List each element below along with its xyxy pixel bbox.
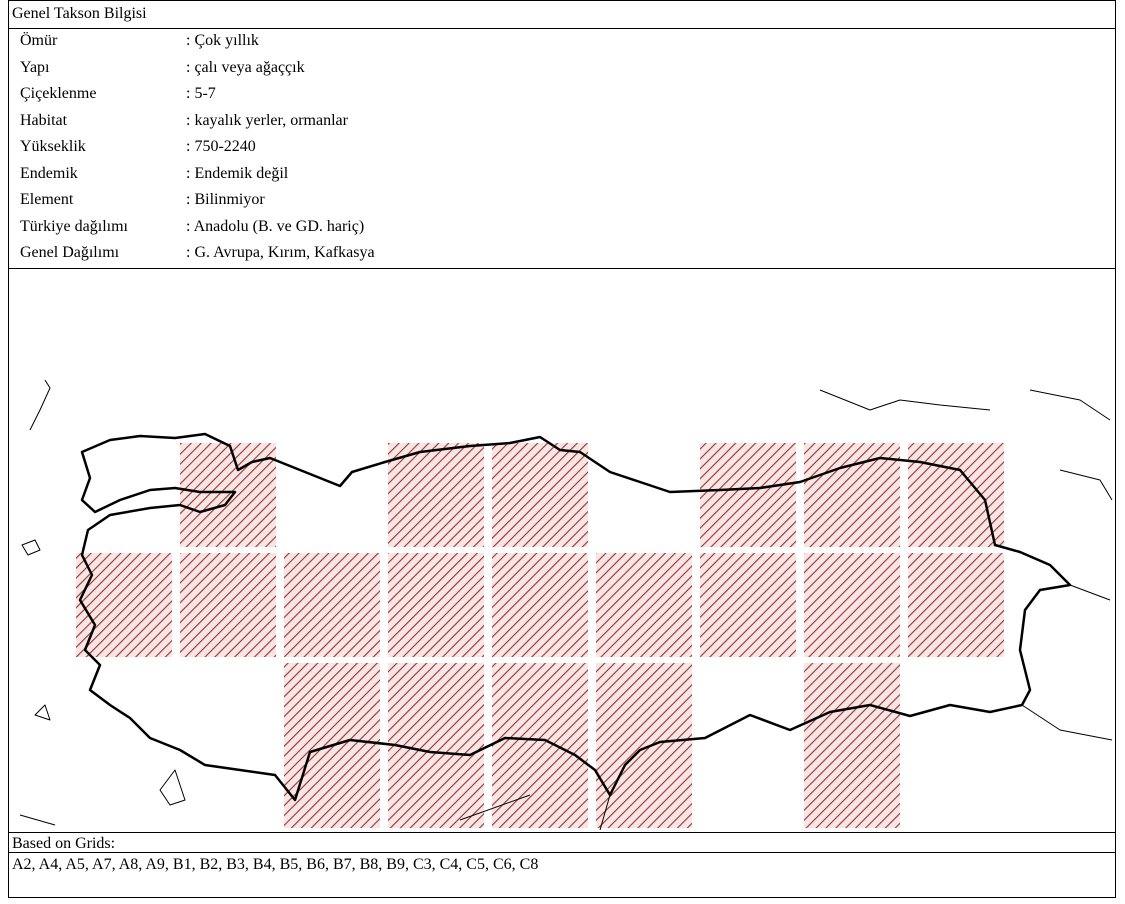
info-label: Endemik [20,164,78,182]
grids-list: A2, A4, A5, A7, A8, A9, B1, B2, B3, B4, … [12,856,539,873]
info-value: : kayalık yerler, ormanlar [186,111,348,129]
grid-cell [596,553,692,657]
section-lines [9,28,1115,269]
info-value: : Anadolu (B. ve GD. hariç) [186,217,365,235]
grid-cell [700,443,796,547]
outer-frame [8,0,1116,898]
grid-cell [388,553,484,657]
info-label: Ömür [20,32,58,49]
header-title: Genel Takson Bilgisi [12,5,147,22]
distribution-map [19,379,1113,831]
grid-cell [388,443,484,547]
grid-cell [908,443,1004,547]
info-label: Habitat [20,111,68,129]
grid-cell [700,553,796,657]
info-value: : Çok yıllık [186,32,259,49]
section-lines [9,832,1115,853]
info-label: Türkiye dağılımı [20,217,128,235]
info-value: : 5-7 [186,85,216,102]
info-label: Element [20,191,74,208]
grid-cell [804,553,900,657]
grid-cells [76,443,1004,828]
map-outline [19,379,1113,831]
grid-cell [596,663,692,828]
grid-cell [492,663,588,828]
grid-cell [804,663,900,828]
info-value: : Bilinmiyor [186,191,265,208]
info-label: Çiçeklenme [20,85,97,102]
info-label: Genel Dağılımı [20,244,120,261]
grid-cell [492,553,588,657]
grid-cell [908,553,1004,657]
grid-cell [76,553,172,657]
grid-cell [180,553,276,657]
grid-cell [388,663,484,828]
info-label: Yapı [20,58,50,76]
grid-cell [492,443,588,547]
info-value: : çalı veya ağaççık [186,58,305,76]
grid-cell [804,443,900,547]
grids-title: Based on Grids: [12,835,116,852]
info-value: : Endemik değil [186,164,289,182]
info-label: Yükseklik [20,138,86,155]
grid-cell [284,553,380,657]
info-value: : 750-2240 [186,138,256,155]
info-value: : G. Avrupa, Kırım, Kafkasya [186,244,375,261]
